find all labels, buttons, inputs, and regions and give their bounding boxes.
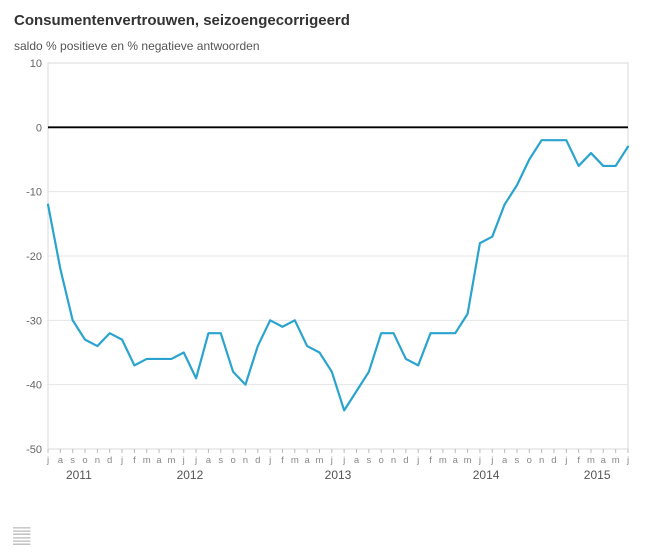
svg-text:d: d <box>403 455 408 466</box>
svg-text:a: a <box>58 455 64 466</box>
svg-text:a: a <box>206 455 212 466</box>
svg-text:j: j <box>478 455 481 466</box>
svg-text:a: a <box>453 455 459 466</box>
svg-text:m: m <box>316 455 324 466</box>
svg-text:2015: 2015 <box>584 468 611 482</box>
chart-subtitle: saldo % positieve en % negatieve antwoor… <box>14 39 636 53</box>
svg-text:s: s <box>218 455 223 466</box>
svg-text:-10: -10 <box>26 187 42 199</box>
svg-text:m: m <box>167 455 175 466</box>
svg-text:n: n <box>391 455 396 466</box>
cbs-logo: ≡≡≡≡ <box>12 529 30 549</box>
svg-text:m: m <box>291 455 299 466</box>
svg-text:o: o <box>527 455 532 466</box>
svg-text:j: j <box>564 455 567 466</box>
svg-text:2011: 2011 <box>66 468 92 482</box>
svg-text:0: 0 <box>36 122 42 134</box>
svg-text:m: m <box>612 455 620 466</box>
svg-text:m: m <box>143 455 151 466</box>
line-chart: -50-40-30-20-10010jasondjfmamjjasondjfma… <box>14 53 636 493</box>
svg-text:n: n <box>539 455 544 466</box>
svg-text:o: o <box>82 455 87 466</box>
svg-text:j: j <box>416 455 419 466</box>
svg-text:d: d <box>255 455 260 466</box>
svg-text:-50: -50 <box>26 444 42 456</box>
svg-text:f: f <box>133 455 136 466</box>
svg-text:m: m <box>464 455 472 466</box>
svg-text:a: a <box>502 455 508 466</box>
svg-text:j: j <box>342 455 345 466</box>
svg-text:s: s <box>515 455 520 466</box>
svg-text:-20: -20 <box>26 251 42 263</box>
svg-text:j: j <box>490 455 493 466</box>
svg-text:f: f <box>281 455 284 466</box>
svg-text:a: a <box>156 455 162 466</box>
chart-title: Consumentenvertrouwen, seizoengecorrigee… <box>14 12 636 29</box>
svg-text:n: n <box>95 455 100 466</box>
svg-text:2014: 2014 <box>473 468 500 482</box>
svg-text:j: j <box>626 455 629 466</box>
svg-text:j: j <box>194 455 197 466</box>
svg-text:d: d <box>551 455 556 466</box>
svg-text:2012: 2012 <box>177 468 204 482</box>
svg-text:a: a <box>354 455 360 466</box>
svg-text:f: f <box>429 455 432 466</box>
svg-text:2013: 2013 <box>325 468 352 482</box>
svg-text:s: s <box>70 455 75 466</box>
svg-text:s: s <box>366 455 371 466</box>
svg-text:m: m <box>439 455 447 466</box>
svg-text:j: j <box>120 455 123 466</box>
svg-text:a: a <box>601 455 607 466</box>
svg-text:a: a <box>305 455 311 466</box>
svg-text:o: o <box>230 455 235 466</box>
svg-text:10: 10 <box>30 58 42 70</box>
svg-text:j: j <box>182 455 185 466</box>
svg-text:m: m <box>587 455 595 466</box>
svg-text:j: j <box>330 455 333 466</box>
svg-text:-30: -30 <box>26 315 42 327</box>
svg-text:-40: -40 <box>26 380 42 392</box>
svg-text:f: f <box>577 455 580 466</box>
svg-text:n: n <box>243 455 248 466</box>
svg-text:d: d <box>107 455 112 466</box>
svg-text:j: j <box>268 455 271 466</box>
svg-text:o: o <box>379 455 384 466</box>
svg-text:j: j <box>46 455 49 466</box>
